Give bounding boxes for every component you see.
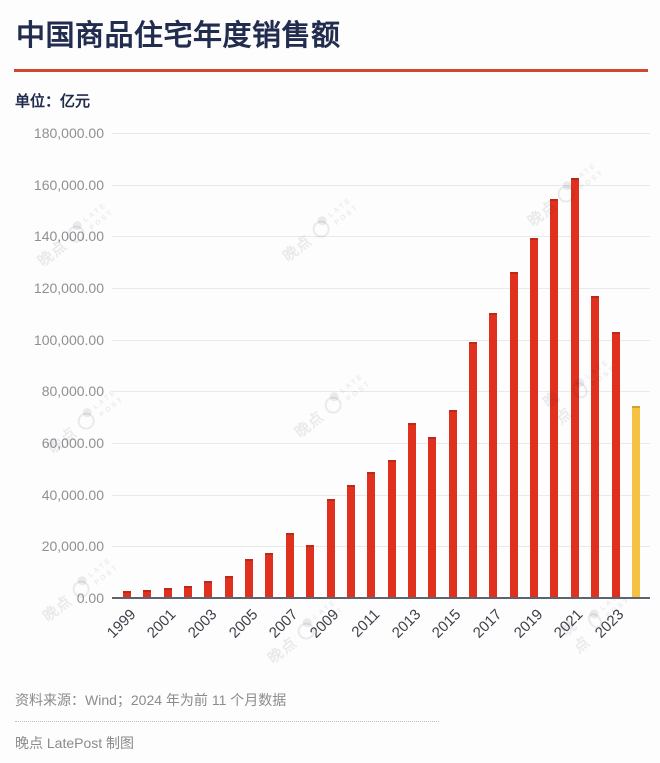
bar-2015 — [448, 410, 457, 598]
bar-chart: 180,000.00 160,000.00 140,000.00 120,000.00… — [0, 120, 660, 665]
x-tick-label: 2023 — [591, 606, 628, 642]
gridline — [112, 443, 650, 444]
x-tick-label: 2009 — [306, 606, 343, 642]
y-tick-label: 20,000.00 — [41, 538, 104, 555]
bar-2012 — [387, 459, 396, 598]
y-tick-label: 40,000.00 — [41, 486, 104, 503]
source-note: 资料来源：Wind；2024 年为前 11 个月数据 — [15, 692, 287, 708]
bar-2016 — [469, 342, 478, 598]
bar-2013 — [407, 423, 416, 598]
gridline — [112, 339, 650, 341]
gridline — [112, 391, 650, 393]
x-tick-label: 2007 — [266, 606, 302, 642]
bar-1999 — [123, 591, 131, 598]
bar-2009 — [326, 499, 335, 598]
gridline — [112, 133, 650, 134]
x-tick-label: 2001 — [144, 606, 180, 642]
bar-2014 — [428, 436, 437, 598]
x-tick-label: 2017 — [469, 606, 506, 642]
bar-2000 — [143, 589, 152, 598]
unit-label: 单位：亿元 — [15, 93, 91, 110]
bar-2020 — [550, 198, 559, 598]
bar-2024 — [631, 405, 640, 598]
x-tick-label: 2003 — [184, 606, 221, 642]
y-tick-label: 0.00 — [76, 590, 104, 606]
y-tick-label: 100,000.00 — [33, 331, 104, 348]
gridline — [112, 184, 650, 186]
gridline — [112, 546, 650, 548]
bar-2018 — [509, 271, 518, 598]
gridline — [112, 494, 650, 496]
bar-2005 — [245, 559, 254, 598]
bar-2006 — [265, 553, 274, 598]
x-tick-label: 2013 — [388, 606, 425, 642]
plot-area: 1999 2001 2003 2005 2007 2009 2011 2013 2015 2017… — [103, 133, 650, 642]
bar-2011 — [367, 472, 376, 598]
x-tick-label: 2019 — [510, 606, 547, 642]
y-tick-label: 60,000.00 — [41, 435, 104, 451]
y-tick-label: 80,000.00 — [41, 383, 104, 400]
page-title: 中国商品住宅年度销售额 — [16, 20, 341, 52]
footer-divider — [15, 721, 439, 722]
bar-2008 — [306, 545, 315, 598]
title-divider-rule — [14, 69, 648, 72]
bar-2004 — [224, 575, 233, 598]
bar-2021 — [570, 177, 579, 598]
x-tick-label: 2011 — [348, 606, 384, 641]
x-tick-label: 1999 — [103, 606, 140, 642]
credit-note: 晚点 LatePost 制图 — [15, 735, 135, 751]
y-tick-label: 120,000.00 — [33, 280, 104, 296]
y-tick-label: 160,000.00 — [33, 176, 104, 193]
bar-2010 — [346, 485, 355, 598]
bar-2007 — [285, 532, 294, 598]
bar-2023 — [611, 331, 620, 598]
bar-2022 — [591, 296, 600, 598]
x-tick-label: 2015 — [429, 606, 465, 642]
y-tick-label: 180,000.00 — [33, 125, 104, 141]
x-axis-line — [112, 597, 650, 599]
bar-2001 — [163, 587, 172, 598]
x-tick-label: 2005 — [225, 606, 262, 642]
x-tick-label: 2021 — [551, 606, 587, 642]
bar-2019 — [530, 237, 539, 598]
bar-2017 — [489, 313, 498, 598]
gridline — [112, 288, 650, 289]
bar-2002 — [184, 585, 193, 598]
gridline — [112, 236, 650, 238]
y-tick-label: 140,000.00 — [33, 228, 104, 245]
bar-2003 — [204, 581, 213, 598]
